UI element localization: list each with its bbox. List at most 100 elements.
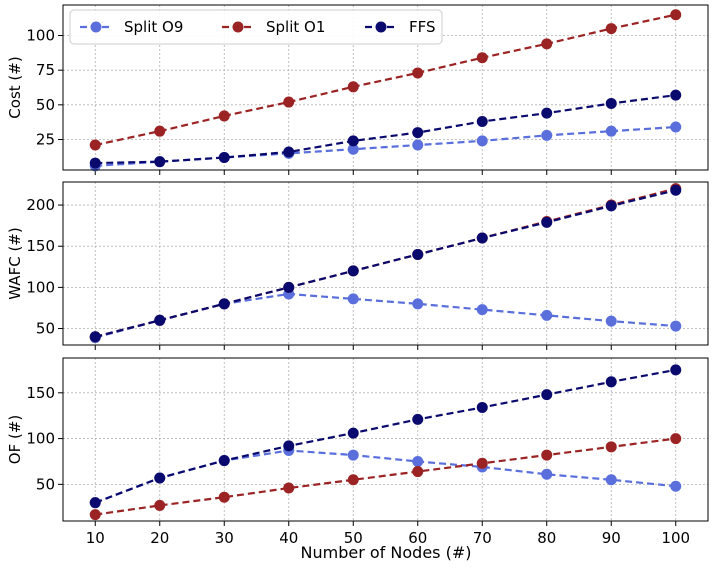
y-tick-label: 100: [26, 430, 55, 448]
data-point: [412, 413, 424, 425]
data-point: [347, 449, 359, 461]
series-split-o1: [89, 9, 682, 151]
data-point: [347, 293, 359, 305]
data-point: [605, 474, 617, 486]
data-point: [347, 474, 359, 486]
y-tick-label: 200: [26, 196, 55, 214]
data-point: [412, 67, 424, 79]
data-point: [670, 89, 682, 101]
data-point: [670, 121, 682, 133]
data-point: [605, 97, 617, 109]
data-point: [476, 304, 488, 316]
plot-frame: [62, 357, 709, 522]
data-point: [218, 491, 230, 503]
x-tick-label: 50: [344, 529, 363, 547]
data-point: [154, 125, 166, 137]
y-tick-label: 75: [36, 61, 55, 79]
data-point: [476, 115, 488, 127]
y-axis-label: Cost (#): [6, 56, 24, 118]
series-line: [95, 13, 676, 147]
data-point: [541, 216, 553, 228]
data-point: [89, 331, 101, 343]
legend-marker: [232, 21, 244, 33]
data-point: [283, 482, 295, 494]
data-point: [605, 23, 617, 35]
data-point: [670, 480, 682, 492]
data-point: [154, 314, 166, 326]
data-point: [541, 38, 553, 50]
x-tick-label: 80: [537, 529, 556, 547]
y-tick-label: 100: [26, 27, 55, 45]
data-point: [670, 364, 682, 376]
x-axis-label: Number of Nodes (#): [301, 543, 472, 562]
data-point: [218, 455, 230, 467]
data-point: [412, 248, 424, 260]
data-point: [283, 440, 295, 452]
data-point: [541, 449, 553, 461]
legend-marker: [90, 21, 102, 33]
series-split-o9: [89, 288, 682, 344]
data-point: [347, 81, 359, 93]
data-point: [541, 309, 553, 321]
y-tick-label: 50: [36, 475, 55, 493]
data-point: [218, 298, 230, 310]
data-point: [347, 135, 359, 147]
y-axis-label: OF (#): [6, 415, 24, 464]
legend-entry: Split O1: [222, 18, 325, 36]
series-line: [95, 94, 676, 165]
x-tick-label: 100: [661, 529, 690, 547]
data-point: [89, 157, 101, 169]
data-point: [476, 52, 488, 64]
data-point: [670, 320, 682, 332]
y-axis-label: WAFC (#): [6, 227, 24, 299]
data-point: [412, 455, 424, 467]
data-point: [605, 376, 617, 388]
legend: Split O9 Split O1 FFS: [69, 9, 443, 45]
y-tick-label: 50: [36, 96, 55, 114]
y-tick-label: 25: [36, 130, 55, 148]
data-point: [283, 281, 295, 293]
legend-label: FFS: [409, 18, 436, 36]
series-line: [95, 437, 676, 516]
plot-frame: [62, 181, 709, 346]
data-point: [283, 146, 295, 158]
data-point: [476, 135, 488, 147]
data-point: [670, 184, 682, 196]
data-point: [347, 427, 359, 439]
legend-marker: [375, 21, 387, 33]
data-point: [412, 139, 424, 151]
data-point: [89, 497, 101, 509]
data-point: [476, 232, 488, 244]
data-point: [283, 96, 295, 108]
data-point: [476, 457, 488, 469]
legend-entry: FFS: [365, 18, 436, 36]
data-point: [670, 9, 682, 21]
data-point: [541, 107, 553, 119]
data-point: [541, 468, 553, 480]
data-point: [541, 389, 553, 401]
data-point: [218, 110, 230, 122]
data-point: [476, 401, 488, 413]
x-tick-label: 10: [86, 529, 105, 547]
data-point: [412, 127, 424, 139]
y-tick-label: 150: [26, 384, 55, 402]
y-tick-label: 100: [26, 278, 55, 296]
y-tick-label: 50: [36, 320, 55, 338]
x-tick-label: 90: [602, 529, 621, 547]
series-line: [94, 189, 677, 338]
x-tick-label: 30: [215, 529, 234, 547]
data-point: [412, 298, 424, 310]
data-point: [605, 200, 617, 212]
data-point: [412, 466, 424, 478]
legend-box: [69, 9, 443, 45]
data-point: [154, 499, 166, 511]
series-line: [95, 125, 676, 167]
x-tick-label: 60: [408, 529, 427, 547]
data-point: [154, 156, 166, 168]
x-tick-label: 40: [279, 529, 298, 547]
data-point: [347, 265, 359, 277]
